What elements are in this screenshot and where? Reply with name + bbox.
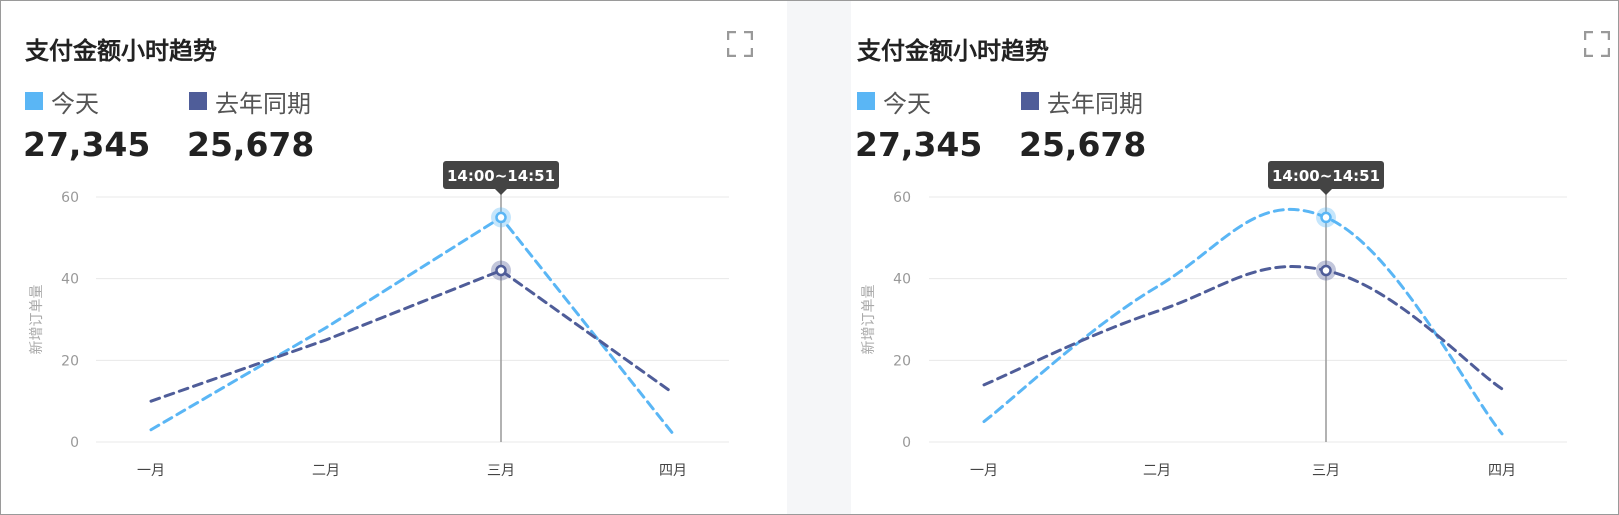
- y-tick-label: 60: [61, 190, 79, 206]
- data-point-marker[interactable]: [1316, 260, 1336, 281]
- legend-label-today: 今天: [883, 89, 931, 118]
- x-tick-label: 一月: [970, 463, 998, 479]
- y-tick-label: 60: [893, 190, 911, 206]
- tooltip: 14:00~14:51: [1268, 161, 1384, 195]
- y-tick-label: 40: [893, 272, 911, 288]
- card-title: 支付金额小时趋势: [25, 37, 217, 65]
- stat-value-last-year: 25,678: [1019, 125, 1147, 164]
- legend-label-last-year: 去年同期: [1047, 89, 1143, 118]
- legend-swatch-today: [25, 92, 43, 110]
- data-point-marker[interactable]: [491, 260, 511, 281]
- data-point-marker[interactable]: [1316, 207, 1336, 228]
- y-tick-label: 0: [70, 435, 79, 451]
- chart-card-left: 支付金额小时趋势 今天 去年同期 27,345 25,678 0 20 40 60 新增…: [1, 1, 787, 514]
- tooltip: 14:00~14:51: [443, 161, 559, 195]
- tooltip-text: 14:00~14:51: [1272, 167, 1380, 185]
- x-tick-label: 一月: [137, 463, 165, 479]
- legend-item-today[interactable]: 今天: [25, 87, 99, 118]
- y-tick-label: 0: [902, 435, 911, 451]
- legend-item-today[interactable]: 今天: [857, 87, 931, 118]
- x-tick-label: 三月: [1312, 463, 1340, 479]
- fullscreen-icon[interactable]: [1584, 31, 1610, 57]
- legend-label-last-year: 去年同期: [215, 89, 311, 118]
- series-line-today[interactable]: [982, 207, 1504, 436]
- x-tick-label: 二月: [312, 463, 340, 479]
- stat-value-last-year: 25,678: [187, 125, 315, 164]
- y-axis-title: 新增订单量: [861, 285, 877, 355]
- x-tick-label: 四月: [659, 463, 687, 479]
- stat-value-today: 27,345: [855, 125, 983, 164]
- y-tick-label: 20: [61, 353, 79, 369]
- y-tick-label: 40: [61, 272, 79, 288]
- chart-card-right: 支付金额小时趋势 今天 去年同期 27,345 25,678 0 20 40 60 新增…: [851, 1, 1618, 514]
- series-line-last-year[interactable]: [982, 265, 1504, 391]
- legend-swatch-last-year: [1021, 92, 1039, 110]
- legend-label-today: 今天: [51, 89, 99, 118]
- panel-gap: [787, 1, 851, 514]
- x-tick-label: 四月: [1488, 463, 1516, 479]
- series-line-today[interactable]: [149, 215, 675, 436]
- y-tick-label: 20: [893, 353, 911, 369]
- series-line-last-year[interactable]: [149, 268, 675, 403]
- data-point-marker[interactable]: [491, 207, 511, 228]
- legend-swatch-today: [857, 92, 875, 110]
- x-tick-label: 二月: [1143, 463, 1171, 479]
- stat-value-today: 27,345: [23, 125, 151, 164]
- y-axis-title: 新增订单量: [29, 285, 45, 355]
- legend-item-last-year[interactable]: 去年同期: [1021, 87, 1143, 118]
- x-tick-label: 三月: [487, 463, 515, 479]
- fullscreen-icon[interactable]: [727, 31, 753, 57]
- card-title: 支付金额小时趋势: [857, 37, 1049, 65]
- legend-swatch-last-year: [189, 92, 207, 110]
- legend-item-last-year[interactable]: 去年同期: [189, 87, 311, 118]
- tooltip-text: 14:00~14:51: [447, 167, 555, 185]
